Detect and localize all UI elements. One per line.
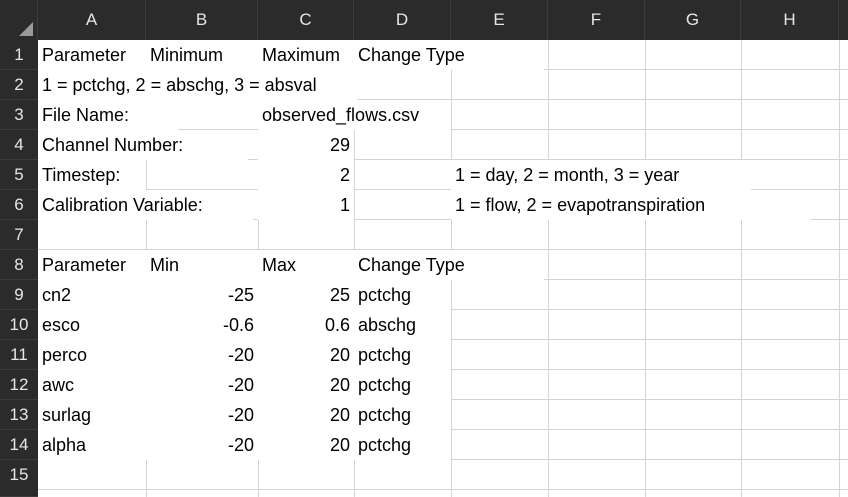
cell-c10[interactable]: 0.6 xyxy=(258,310,354,340)
column-header-d[interactable]: D xyxy=(354,0,451,40)
cell-a11[interactable]: perco xyxy=(38,340,146,370)
cell-b11[interactable]: -20 xyxy=(146,340,258,370)
row-header-1[interactable]: 1 xyxy=(0,40,38,70)
row-header-15[interactable]: 15 xyxy=(0,460,38,497)
row-header-2[interactable]: 2 xyxy=(0,70,38,100)
gridline xyxy=(38,249,848,250)
row-header-6[interactable]: 6 xyxy=(0,190,38,220)
cell-c3[interactable]: observed_flows.csv xyxy=(258,100,451,130)
cell-a5[interactable]: Timestep: xyxy=(38,160,146,190)
cell-d13[interactable]: pctchg xyxy=(354,400,451,430)
cell-d14[interactable]: pctchg xyxy=(354,430,451,460)
cell-c12[interactable]: 20 xyxy=(258,370,354,400)
column-header-c[interactable]: C xyxy=(258,0,354,40)
cell-a1[interactable]: Parameter xyxy=(38,40,146,70)
row-header-10[interactable]: 10 xyxy=(0,310,38,340)
cell-d9[interactable]: pctchg xyxy=(354,280,451,310)
cell-c8[interactable]: Max xyxy=(258,250,354,280)
gridline xyxy=(38,489,848,490)
cell-a13[interactable]: surlag xyxy=(38,400,146,430)
select-all-triangle-icon xyxy=(19,22,33,36)
cell-e6[interactable]: 1 = flow, 2 = evapotranspiration xyxy=(451,190,811,220)
column-header-g[interactable]: G xyxy=(645,0,741,40)
cell-b9[interactable]: -25 xyxy=(146,280,258,310)
gridline xyxy=(38,159,848,160)
cell-c5[interactable]: 2 xyxy=(258,160,354,190)
gridline xyxy=(839,40,840,497)
cell-a14[interactable]: alpha xyxy=(38,430,146,460)
gridline xyxy=(548,40,549,497)
row-header-13[interactable]: 13 xyxy=(0,400,38,430)
row-header-9[interactable]: 9 xyxy=(0,280,38,310)
cell-c11[interactable]: 20 xyxy=(258,340,354,370)
column-header-h[interactable]: H xyxy=(741,0,839,40)
cell-b10[interactable]: -0.6 xyxy=(146,310,258,340)
cell-a8[interactable]: Parameter xyxy=(38,250,146,280)
cell-c9[interactable]: 25 xyxy=(258,280,354,310)
gridline xyxy=(38,189,848,190)
column-header-bar xyxy=(0,0,848,40)
cell-a10[interactable]: esco xyxy=(38,310,146,340)
cell-b14[interactable]: -20 xyxy=(146,430,258,460)
cell-c4[interactable]: 29 xyxy=(258,130,354,160)
cell-a2[interactable]: 1 = pctchg, 2 = abschg, 3 = absval xyxy=(38,70,358,100)
cell-a4[interactable]: Channel Number: xyxy=(38,130,248,160)
gridline xyxy=(645,40,646,497)
cell-c6[interactable]: 1 xyxy=(258,190,354,220)
cell-d11[interactable]: pctchg xyxy=(354,340,451,370)
cell-e5[interactable]: 1 = day, 2 = month, 3 = year xyxy=(451,160,751,190)
cell-grid[interactable]: Parameter Minimum Maximum Change Type 1 … xyxy=(38,40,848,497)
cell-c14[interactable]: 20 xyxy=(258,430,354,460)
row-header-14[interactable]: 14 xyxy=(0,430,38,460)
cell-a9[interactable]: cn2 xyxy=(38,280,146,310)
gridline xyxy=(38,219,848,220)
cell-b8[interactable]: Min xyxy=(146,250,258,280)
row-header-5[interactable]: 5 xyxy=(0,160,38,190)
cell-d10[interactable]: abschg xyxy=(354,310,451,340)
cell-a3[interactable]: File Name: xyxy=(38,100,178,130)
cell-b1[interactable]: Minimum xyxy=(146,40,258,70)
cell-b12[interactable]: -20 xyxy=(146,370,258,400)
cell-c13[interactable]: 20 xyxy=(258,400,354,430)
select-all-button[interactable] xyxy=(0,0,38,40)
column-header-a[interactable]: A xyxy=(38,0,146,40)
row-header-7[interactable]: 7 xyxy=(0,220,38,250)
gridline xyxy=(741,40,742,497)
row-header-4[interactable]: 4 xyxy=(0,130,38,160)
row-header-12[interactable]: 12 xyxy=(0,370,38,400)
cell-d1[interactable]: Change Type xyxy=(354,40,544,70)
cell-c1[interactable]: Maximum xyxy=(258,40,354,70)
cell-d12[interactable]: pctchg xyxy=(354,370,451,400)
gridline xyxy=(38,99,848,100)
column-header-f[interactable]: F xyxy=(548,0,645,40)
row-header-3[interactable]: 3 xyxy=(0,100,38,130)
cell-a6[interactable]: Calibration Variable: xyxy=(38,190,253,220)
cell-a12[interactable]: awc xyxy=(38,370,146,400)
row-header-8[interactable]: 8 xyxy=(0,250,38,280)
row-header-11[interactable]: 11 xyxy=(0,340,38,370)
column-header-e[interactable]: E xyxy=(451,0,548,40)
cell-d8[interactable]: Change Type xyxy=(354,250,544,280)
cell-b13[interactable]: -20 xyxy=(146,400,258,430)
column-header-b[interactable]: B xyxy=(146,0,258,40)
